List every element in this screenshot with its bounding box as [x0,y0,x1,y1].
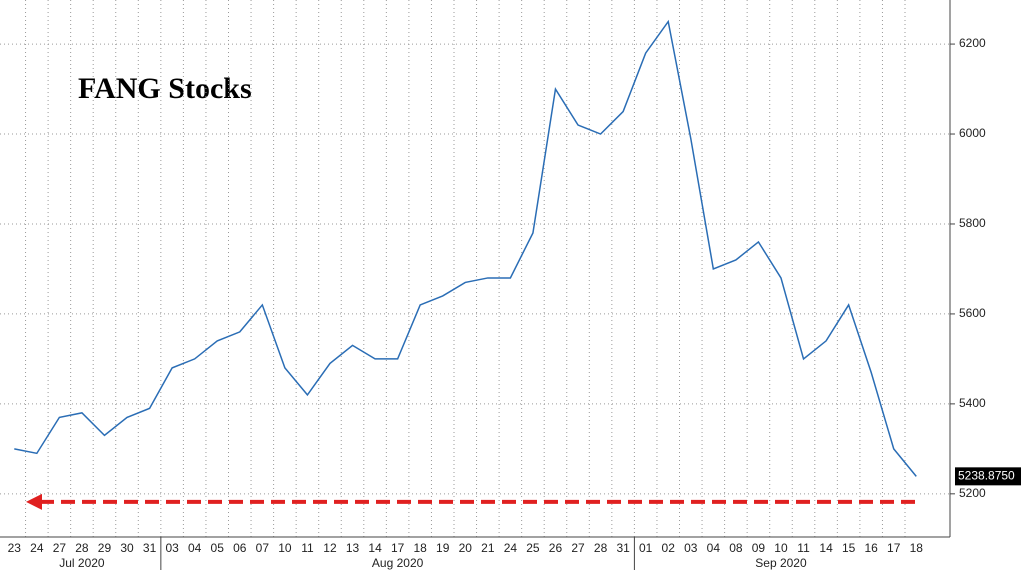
x-tick-label: 03 [165,541,179,555]
x-tick-label: 28 [75,541,89,555]
x-tick-label: 04 [188,541,202,555]
chart-title: FANG Stocks [78,72,252,105]
x-tick-label: 15 [842,541,856,555]
x-tick-label: 03 [684,541,698,555]
x-tick-label: 17 [391,541,405,555]
x-tick-label: 16 [864,541,878,555]
x-tick-label: 14 [368,541,382,555]
x-tick-label: 25 [526,541,540,555]
x-tick-label: 24 [504,541,518,555]
x-tick-label: 26 [549,541,563,555]
x-tick-label: 12 [323,541,337,555]
y-tick-label: 5800 [959,216,986,230]
x-tick-label: 18 [413,541,427,555]
price-line [14,19,917,477]
x-tick-label: 23 [8,541,22,555]
x-tick-label: 20 [459,541,473,555]
month-label: Jul 2020 [59,556,105,570]
x-tick-label: 24 [30,541,44,555]
x-tick-label: 30 [120,541,134,555]
x-tick-label: 27 [571,541,585,555]
x-tick-label: 09 [752,541,766,555]
x-tick-label: 10 [278,541,292,555]
x-tick-label: 29 [98,541,112,555]
x-tick-label: 13 [346,541,360,555]
x-tick-label: 06 [233,541,247,555]
x-tick-label: 01 [639,541,653,555]
x-tick-label: 21 [481,541,495,555]
month-label: Sep 2020 [755,556,807,570]
reference-arrowhead [26,493,42,510]
x-tick-label: 19 [436,541,450,555]
last-value-box [955,467,1021,486]
x-tick-label: 04 [707,541,721,555]
month-label: Aug 2020 [372,556,424,570]
y-tick-label: 5600 [959,306,986,320]
x-tick-label: 31 [143,541,157,555]
x-tick-label: 08 [729,541,743,555]
x-tick-label: 10 [774,541,788,555]
x-tick-label: 18 [910,541,924,555]
y-tick-label: 5200 [959,486,986,500]
last-value-label: 5238.8750 [958,469,1015,483]
x-tick-label: 05 [211,541,225,555]
x-tick-label: 11 [301,541,314,555]
y-tick-label: 6200 [959,36,986,50]
x-tick-label: 28 [594,541,608,555]
x-tick-label: 07 [256,541,270,555]
y-tick-label: 5400 [959,396,986,410]
x-tick-label: 02 [662,541,676,555]
y-tick-label: 6000 [959,126,986,140]
x-tick-label: 17 [887,541,901,555]
x-tick-label: 27 [53,541,67,555]
x-tick-label: 11 [797,541,810,555]
x-tick-label: 14 [819,541,833,555]
x-tick-label: 31 [616,541,630,555]
